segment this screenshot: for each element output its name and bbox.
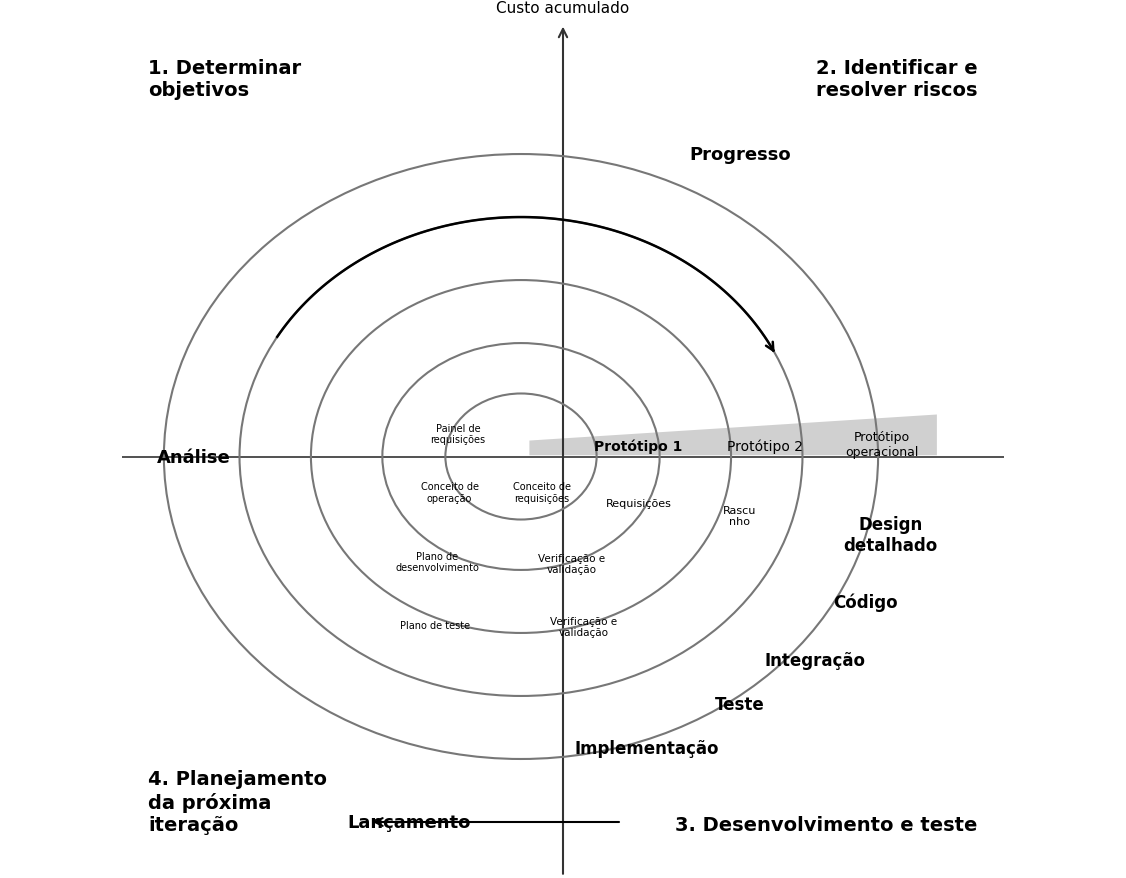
Text: Implementação: Implementação xyxy=(574,739,720,758)
Text: Conceito de
operação: Conceito de operação xyxy=(421,482,479,503)
Text: Código: Código xyxy=(833,593,897,611)
Text: Design
detalhado: Design detalhado xyxy=(843,515,938,554)
Text: Requisições: Requisições xyxy=(606,498,671,508)
Text: Protótipo 1: Protótipo 1 xyxy=(595,439,682,454)
Text: Análise: Análise xyxy=(157,448,230,466)
Text: Plano de teste: Plano de teste xyxy=(401,620,471,630)
Text: Protótipo 2: Protótipo 2 xyxy=(726,439,803,454)
Text: 4. Planejamento
da próxima
iteração: 4. Planejamento da próxima iteração xyxy=(149,769,328,833)
Text: Integração: Integração xyxy=(765,651,866,670)
Text: 2. Identificar e
resolver riscos: 2. Identificar e resolver riscos xyxy=(816,60,977,100)
Text: Verificação e
validação: Verificação e validação xyxy=(551,616,617,637)
Text: Plano de
desenvolvimento: Plano de desenvolvimento xyxy=(395,551,479,572)
Text: Progresso: Progresso xyxy=(689,146,790,164)
Text: 1. Determinar
objetivos: 1. Determinar objetivos xyxy=(149,60,302,100)
Text: Teste: Teste xyxy=(715,695,765,714)
Text: Conceito de
requisições: Conceito de requisições xyxy=(513,482,571,503)
Text: 3. Desenvolvimento e teste: 3. Desenvolvimento e teste xyxy=(676,815,977,833)
Text: Verificação e
validação: Verificação e validação xyxy=(538,553,605,575)
Text: Painel de
requisições: Painel de requisições xyxy=(430,423,485,444)
Text: Lançamento: Lançamento xyxy=(347,813,471,831)
Text: Custo acumulado: Custo acumulado xyxy=(497,2,629,17)
Text: Rascu
nho: Rascu nho xyxy=(723,505,757,527)
Text: Protótipo
operacional: Protótipo operacional xyxy=(846,430,919,458)
Polygon shape xyxy=(529,415,937,456)
